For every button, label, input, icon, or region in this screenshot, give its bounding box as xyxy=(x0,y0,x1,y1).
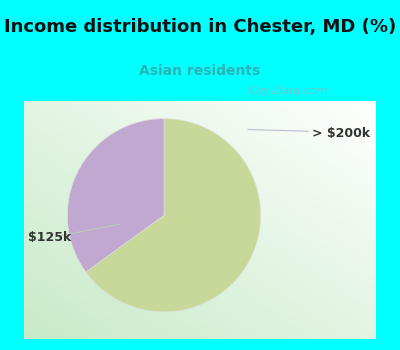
Wedge shape xyxy=(86,119,260,312)
Text: City-Data.com: City-Data.com xyxy=(248,86,328,96)
Text: Asian residents: Asian residents xyxy=(139,64,261,78)
Text: > $200k: > $200k xyxy=(312,126,370,140)
Text: $125k: $125k xyxy=(28,231,71,245)
Wedge shape xyxy=(68,119,164,272)
Text: Income distribution in Chester, MD (%): Income distribution in Chester, MD (%) xyxy=(4,19,396,36)
